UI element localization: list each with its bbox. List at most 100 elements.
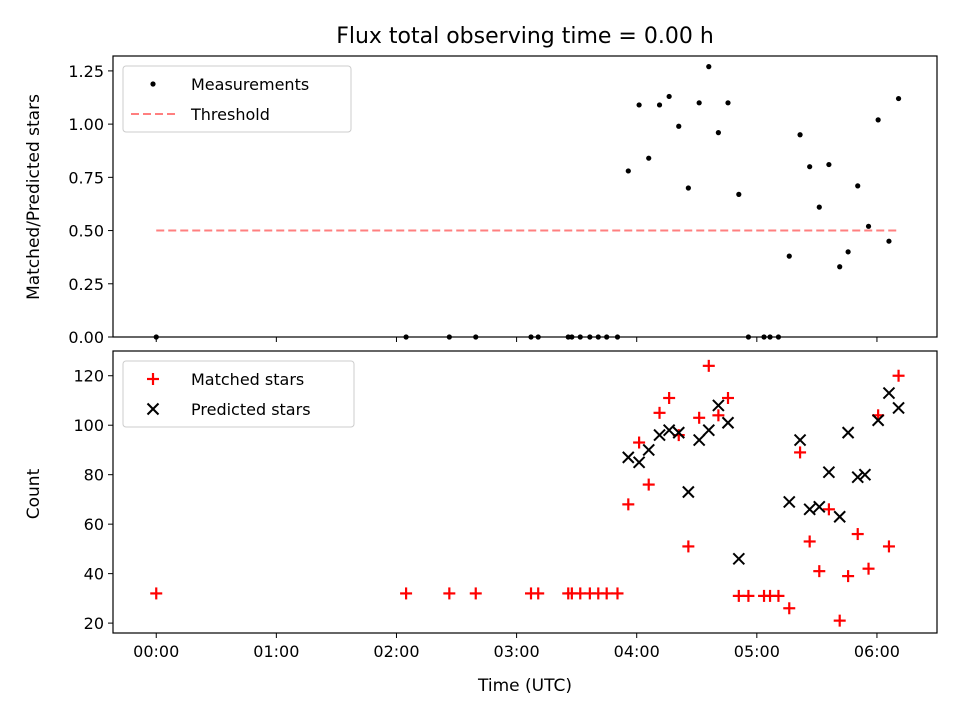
predicted-star-point (833, 510, 846, 523)
matched-star-point (842, 570, 855, 583)
measurement-point (826, 161, 832, 168)
x-tick-label: 00:00 (133, 642, 179, 661)
matched-star-point (851, 528, 864, 541)
measurement-point (646, 155, 652, 161)
predicted-star-point (858, 468, 872, 481)
predicted-star-point (783, 495, 796, 509)
legend-label: Threshold (190, 105, 270, 124)
predicted-star-point (662, 423, 676, 437)
matched-star-point (702, 359, 715, 372)
matched-star-point (611, 587, 624, 600)
predicted-star-point (642, 443, 655, 457)
measurement-point (696, 100, 702, 106)
measurement-point (736, 191, 742, 197)
y-tick-label: 1.00 (68, 115, 104, 134)
predicted-star-point (882, 386, 896, 400)
predicted-star-point (732, 552, 746, 565)
bottom-y-axis-label: Count (24, 468, 44, 519)
legend (122, 360, 355, 428)
y-tick-label: 100 (73, 416, 104, 435)
x-tick-label: 04:00 (614, 642, 660, 661)
predicted-star-point (682, 485, 695, 499)
top-y-axis-label: Matched/Predicted stars (24, 94, 44, 300)
predicted-star-point (803, 503, 816, 516)
measurement-point (837, 264, 843, 270)
matched-star-point (794, 446, 807, 459)
matched-star-point (803, 535, 816, 548)
measurement-point (895, 95, 902, 102)
x-axis-label: Time (UTC) (477, 676, 572, 696)
matched-star-point (693, 411, 706, 424)
predicted-star-point (793, 433, 807, 447)
y-tick-label: 120 (73, 367, 104, 386)
matched-star-point (783, 602, 796, 615)
matched-star-point (742, 589, 755, 602)
measurement-point (865, 223, 872, 229)
legend-measurement-swatch (150, 81, 156, 87)
measurement-point (625, 168, 631, 174)
matched-star-point (882, 540, 895, 553)
y-tick-label: 80 (84, 466, 104, 485)
predicted-star-point (822, 466, 836, 479)
x-tick-label: 05:00 (734, 642, 780, 661)
y-tick-label: 1.25 (68, 62, 104, 81)
predicted-star-point (841, 426, 855, 439)
matched-star-point (682, 540, 695, 553)
matched-star-point (622, 498, 635, 511)
legend-predicted-swatch (146, 402, 160, 416)
matched-star-point (443, 587, 456, 600)
legend (122, 65, 352, 133)
predicted-star-point (892, 401, 905, 415)
measurement-point (886, 238, 892, 244)
matched-star-point (892, 369, 905, 382)
matched-star-point (600, 587, 613, 600)
plot-frame (112, 350, 938, 634)
y-tick-label: 40 (84, 565, 104, 584)
legend-label: Predicted stars (191, 400, 311, 419)
matched-star-point (642, 478, 655, 491)
plot-frame (112, 55, 938, 338)
x-tick-label: 03:00 (494, 642, 540, 661)
measurement-point (816, 204, 822, 210)
predicted-star-point (622, 451, 635, 464)
matched-star-point (663, 392, 676, 404)
predicted-star-point (851, 470, 864, 484)
x-tick-label: 02:00 (373, 642, 419, 661)
measurement-point (855, 183, 861, 189)
predicted-star-point (712, 399, 725, 412)
y-tick-label: 0.75 (68, 168, 104, 187)
y-tick-label: 60 (84, 515, 104, 534)
predicted-star-point (721, 416, 735, 429)
matched-star-point (721, 392, 734, 404)
measurement-point (845, 249, 851, 255)
predicted-star-point (672, 426, 685, 439)
predicted-star-point (871, 414, 885, 427)
matched-star-point (400, 587, 413, 600)
measurement-point (807, 164, 813, 170)
top-panel: Matched/Predicted stars 0.00 0.25 0.50 0.75… (24, 55, 938, 347)
measurement-point (715, 130, 721, 136)
matched-star-point (532, 587, 545, 600)
legend-label: Measurements (191, 75, 309, 94)
measurement-point (797, 132, 803, 138)
y-tick-label: 0.50 (68, 222, 104, 241)
bottom-panel: Count 20 40 60 80 100 120 00:00 01:00 02:00 03:00… (24, 350, 938, 661)
measurement-point (685, 185, 691, 191)
matched-star-point (772, 589, 785, 602)
measurement-point (636, 102, 642, 108)
x-tick-label: 01:00 (253, 642, 299, 661)
matched-star-point (813, 565, 826, 578)
y-tick-label: 0.00 (68, 328, 104, 347)
matched-star-point (653, 406, 666, 419)
measurement-point (676, 123, 682, 129)
chart-title: Flux total observing time = 0.00 h (336, 24, 714, 49)
matched-star-point (822, 503, 835, 516)
measurement-point (666, 93, 672, 100)
predicted-star-point (702, 423, 715, 437)
measurement-point (656, 102, 663, 108)
matched-star-point (833, 614, 846, 627)
y-tick-label: 0.25 (68, 275, 104, 294)
predicted-star-point (632, 456, 646, 469)
matched-star-point (150, 587, 163, 600)
